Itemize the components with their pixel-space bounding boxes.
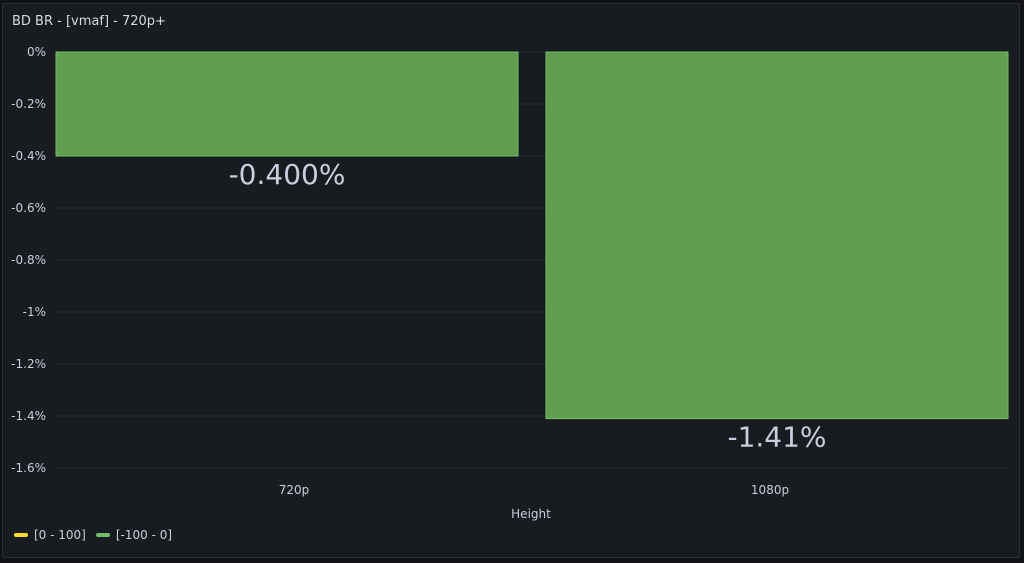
- bar-value-label: -0.400%: [229, 158, 346, 191]
- y-tick-label: -0.8%: [11, 253, 46, 267]
- y-tick-label: -1%: [23, 305, 46, 319]
- x-axis-ticks: 720p 1080p: [279, 483, 789, 497]
- legend-label-negative: [-100 - 0]: [115, 528, 173, 542]
- bars: -0.400% -1.41%: [55, 51, 1009, 454]
- y-axis-ticks: 0% -0.2% -0.4% -0.6% -0.8% -1% -1.2% -1.4% -1.6%: [11, 45, 46, 475]
- panel-title: BD BR - [vmaf] - 720p+: [12, 14, 166, 29]
- x-tick-label: 1080p: [751, 483, 789, 497]
- legend-label-positive: [0 - 100]: [34, 528, 86, 542]
- y-tick-label: 0%: [27, 45, 46, 59]
- y-tick-label: -0.6%: [11, 201, 46, 215]
- legend-item-negative[interactable]: [-100 - 0]: [95, 528, 173, 542]
- x-axis-label: Height: [511, 507, 551, 521]
- y-tick-label: -0.4%: [11, 149, 46, 163]
- y-tick-label: -1.4%: [11, 409, 46, 423]
- y-tick-label: -1.6%: [11, 461, 46, 475]
- legend-swatch-positive: [14, 533, 28, 537]
- y-tick-label: -1.2%: [11, 357, 46, 371]
- bar-720p[interactable]: [55, 51, 519, 157]
- y-tick-label: -0.2%: [11, 97, 46, 111]
- bar-value-label: -1.41%: [727, 421, 826, 454]
- x-tick-label: 720p: [279, 483, 310, 497]
- legend-swatch-negative: [95, 533, 110, 537]
- bar-1080p[interactable]: [545, 51, 1009, 420]
- legend: [0 - 100] [-100 - 0]: [14, 528, 172, 542]
- legend-item-positive[interactable]: [0 - 100]: [14, 528, 86, 542]
